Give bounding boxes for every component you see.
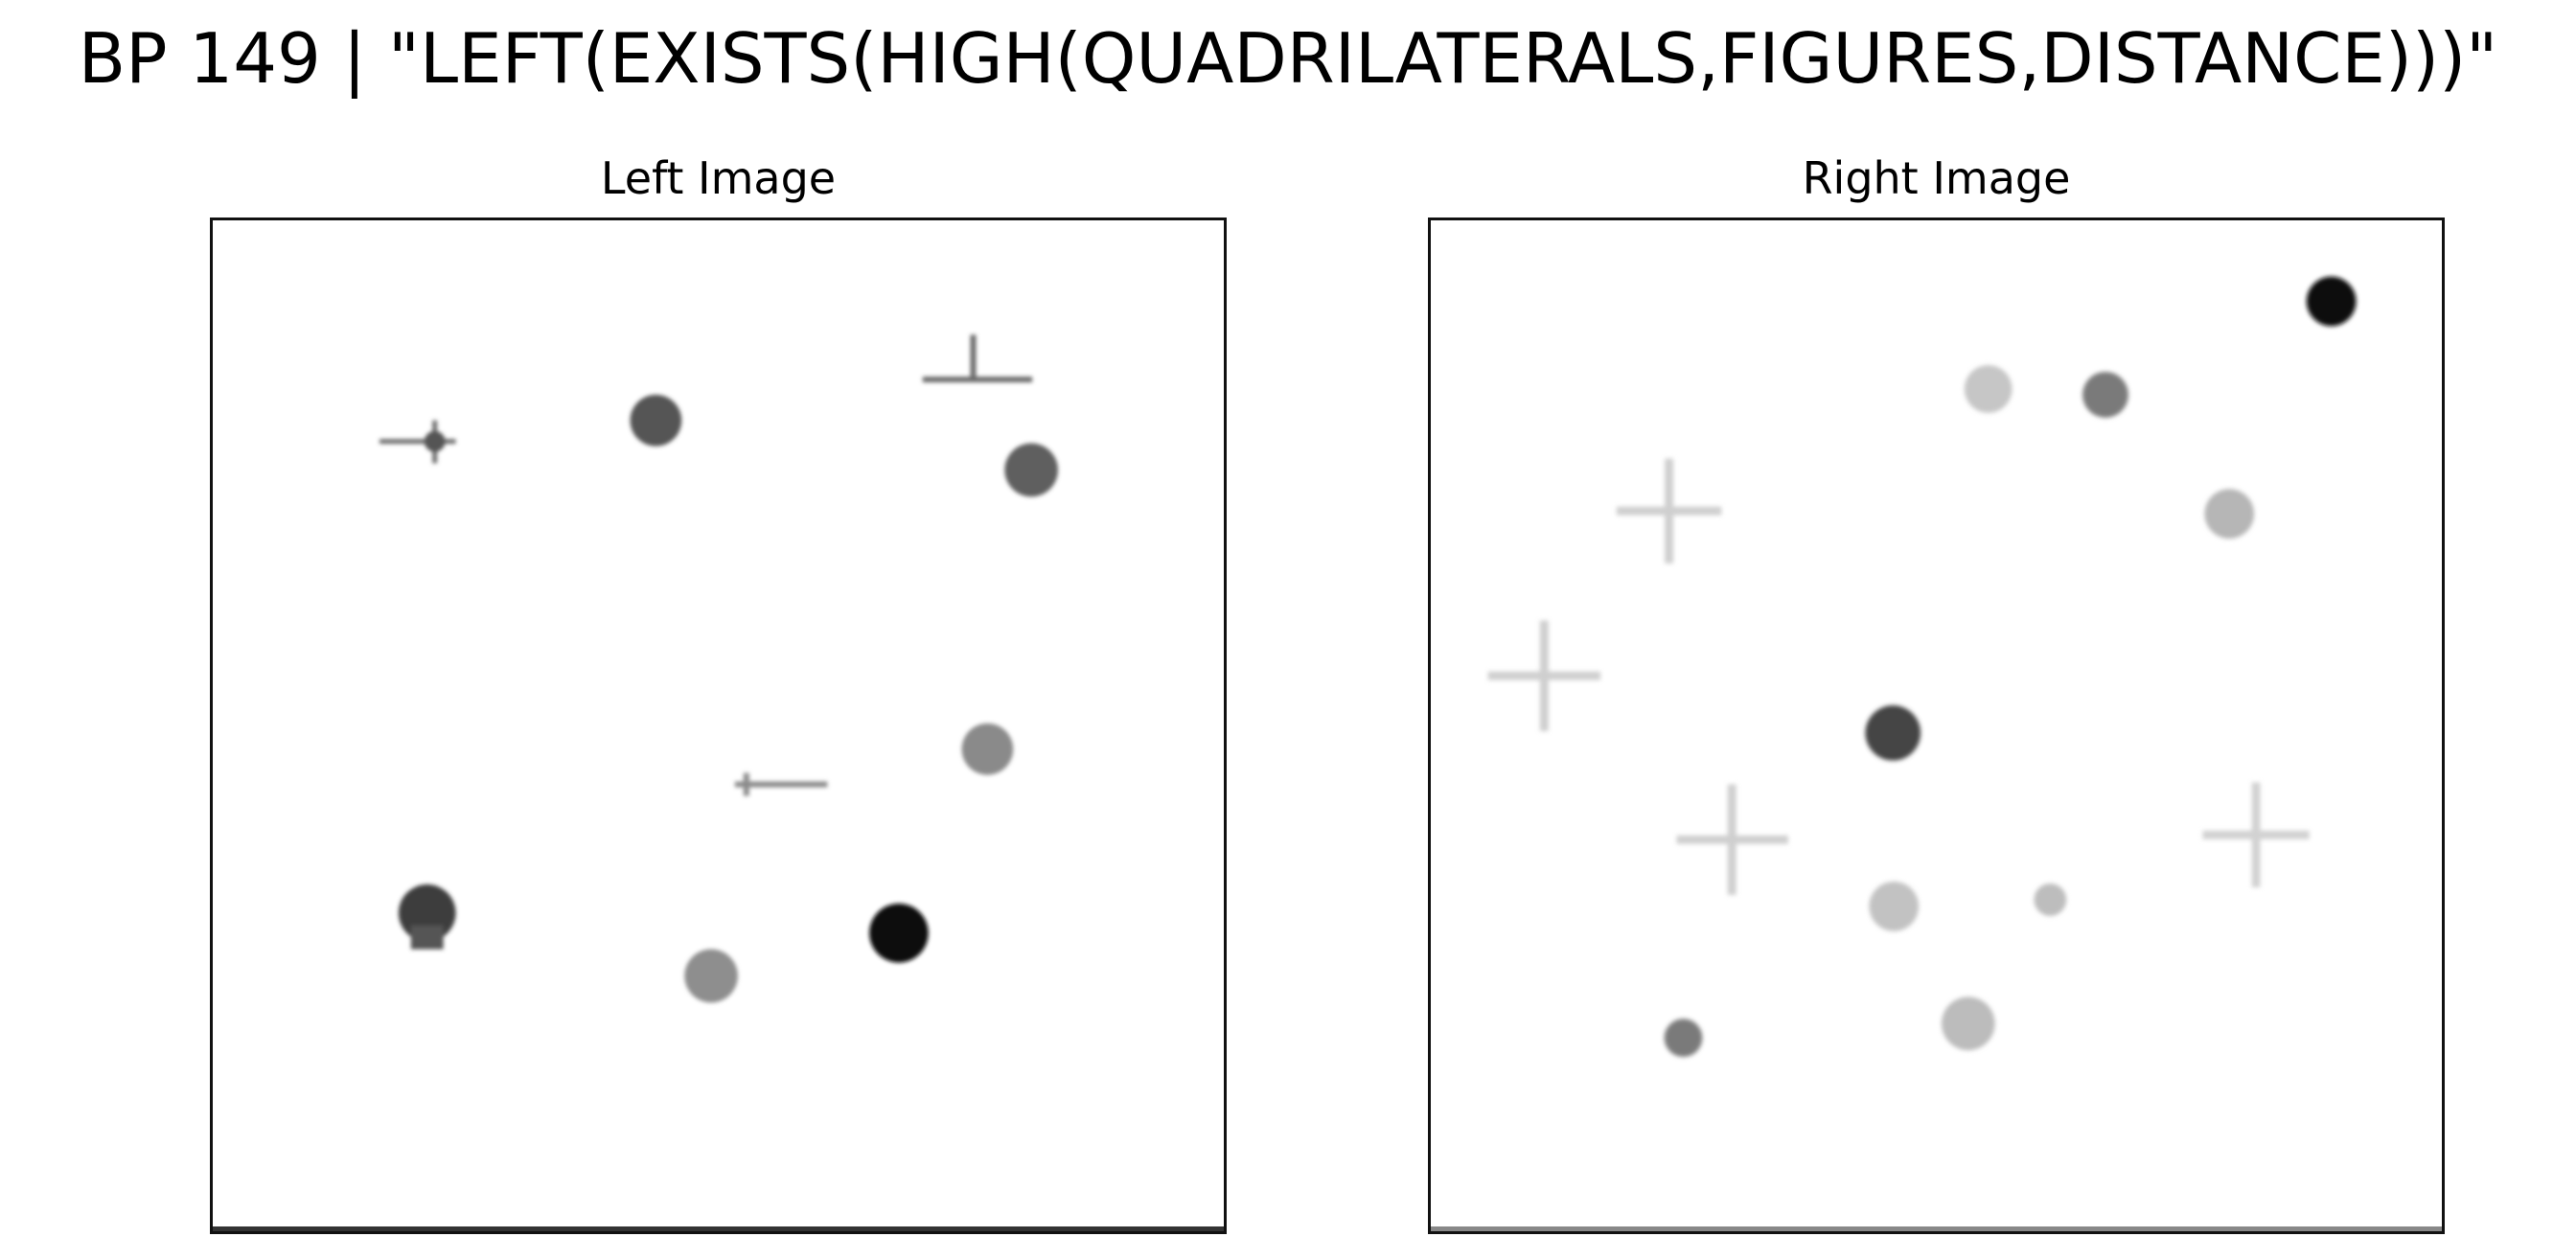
panel-bottom-edge xyxy=(1431,1226,2442,1231)
circle-shape xyxy=(2034,883,2067,916)
cross-shape xyxy=(2202,782,2310,888)
circle-shape xyxy=(1004,443,1058,497)
circle-shape xyxy=(1941,997,1995,1051)
circle-shape xyxy=(1664,1019,1703,1058)
circle-shape xyxy=(1865,705,1921,761)
circle-shape xyxy=(424,430,446,452)
circle-shape xyxy=(2306,276,2357,327)
right-image-canvas xyxy=(1487,276,2357,1058)
left-image-canvas xyxy=(380,334,1058,1003)
figure-title: BP 149 | "LEFT(EXISTS(HIGH(QUADRILATERAL… xyxy=(78,18,2498,99)
right-image-panel xyxy=(1428,218,2445,1234)
square-shape xyxy=(410,925,444,950)
circle-shape xyxy=(684,949,738,1003)
circle-shape xyxy=(630,394,682,447)
panel-bottom-edge xyxy=(213,1226,1224,1231)
t-shape xyxy=(922,334,1033,383)
circle-shape xyxy=(1964,365,2012,413)
cross-shape xyxy=(1487,620,1600,731)
cross-shape xyxy=(1676,784,1788,895)
cross-shape xyxy=(1616,458,1722,563)
right-panel-title: Right Image xyxy=(1802,152,2071,204)
left-panel-title: Left Image xyxy=(600,152,837,204)
circle-shape xyxy=(2082,372,2128,418)
left-image-panel xyxy=(210,218,1227,1234)
small-cross-shape xyxy=(734,772,828,796)
circle-shape xyxy=(961,723,1014,775)
circle-shape xyxy=(2204,489,2255,539)
circle-shape xyxy=(869,903,929,963)
circle-shape xyxy=(1869,882,1920,931)
